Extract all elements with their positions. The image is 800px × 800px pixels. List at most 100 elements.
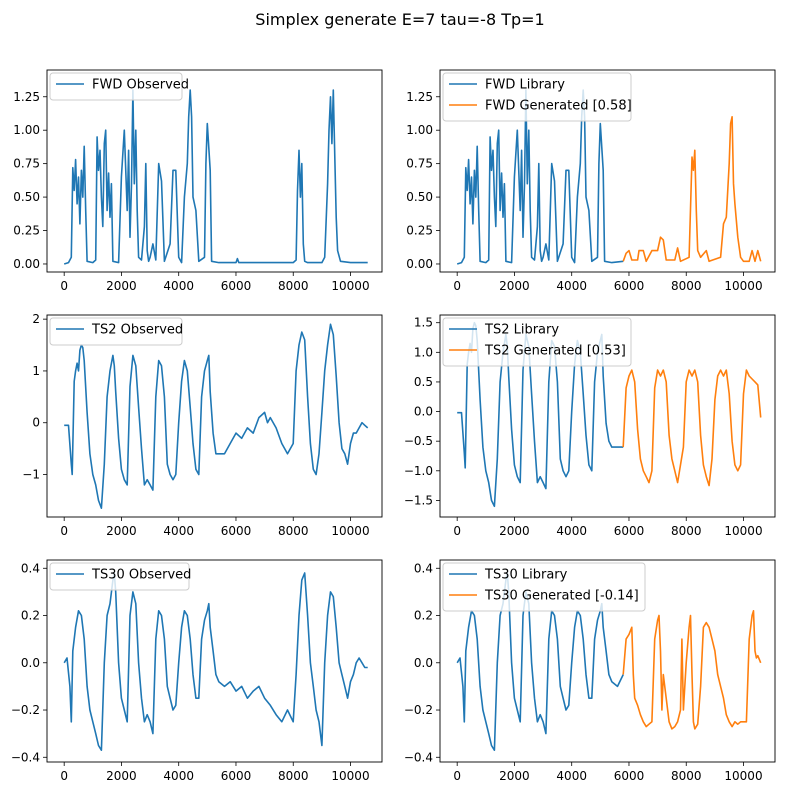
- x-tick-label: 10000: [331, 524, 369, 538]
- y-tick-label: 0.0: [414, 656, 433, 670]
- y-tick-label: 1.0: [414, 345, 433, 359]
- subplot-6: 0 2000 4000 6000 8000 10000 −0.4 −0.2 0.0 0.2 0.4 T…: [404, 559, 776, 783]
- y-tick-label: −1.0: [404, 464, 433, 478]
- y-tick-label: 0.50: [406, 190, 433, 204]
- legend-label: TS30 Observed: [91, 568, 191, 583]
- x-tick-label: 8000: [278, 524, 309, 538]
- x-tick-label: 4000: [163, 524, 194, 538]
- y-tick-label: 0.75: [406, 157, 433, 171]
- y-tick-label: 0.5: [414, 375, 433, 389]
- y-tick-label: 0.50: [13, 190, 40, 204]
- legend-box: [49, 72, 183, 101]
- x-tick-label: 4000: [556, 524, 587, 538]
- x-tick-label: 2000: [499, 769, 530, 783]
- x-tick-label: 10000: [724, 769, 762, 783]
- x-tick-label: 6000: [614, 279, 645, 293]
- x-tick-label: 2000: [106, 769, 137, 783]
- series-line-1: [63, 89, 368, 265]
- x-tick-label: 6000: [614, 524, 645, 538]
- subplot-1: 0 2000 4000 6000 8000 10000 0.00 0.25 0.50 0.75 1.…: [13, 69, 383, 293]
- x-tick-label: 2000: [499, 279, 530, 293]
- x-tick-label: 0: [60, 524, 68, 538]
- x-tick-label: 0: [60, 279, 68, 293]
- y-tick-label: 0.2: [414, 609, 433, 623]
- legend-box: [49, 317, 183, 346]
- axes-frame: [46, 314, 383, 518]
- x-tick-label: 10000: [331, 279, 369, 293]
- x-tick-label: 8000: [671, 769, 702, 783]
- y-tick-label: −0.4: [404, 750, 433, 764]
- series-line-2: [622, 116, 762, 263]
- y-tick-label: 2: [32, 312, 40, 326]
- axes-frame: [46, 559, 383, 763]
- axes-frame: [46, 69, 383, 273]
- y-tick-label: 0.75: [13, 157, 40, 171]
- x-tick-label: 4000: [556, 769, 587, 783]
- legend: TS2 Library TS2 Generated [0.53]: [442, 317, 632, 367]
- x-tick-label: 0: [453, 279, 461, 293]
- subplot-5: 0 2000 4000 6000 8000 10000 −0.4 −0.2 0.0 0.2 0.4 T…: [11, 559, 383, 783]
- y-tick-label: 1: [32, 364, 40, 378]
- x-tick-label: 2000: [499, 524, 530, 538]
- y-tick-label: 0.4: [414, 561, 433, 575]
- x-tick-label: 6000: [221, 279, 252, 293]
- y-tick-label: 0.25: [13, 224, 40, 238]
- legend: TS30 Library TS30 Generated [-0.14]: [442, 562, 646, 612]
- legend-box: [49, 562, 190, 591]
- x-tick-label: 6000: [221, 769, 252, 783]
- series-line-2: [622, 610, 762, 730]
- x-tick-label: 0: [453, 524, 461, 538]
- subplot-4: 0 2000 4000 6000 8000 10000 −1.5 −1.0 −0.5 0.0 0.5…: [404, 314, 776, 538]
- y-tick-label: 0.4: [21, 561, 40, 575]
- legend-label: TS2 Generated [0.53]: [484, 344, 626, 359]
- y-tick-label: 0.0: [21, 656, 40, 670]
- legend-label: FWD Observed: [92, 78, 189, 93]
- y-tick-label: −1: [22, 468, 40, 482]
- x-tick-label: 0: [453, 769, 461, 783]
- figure-title: Simplex generate E=7 tau=-8 Tp=1: [255, 10, 545, 29]
- x-tick-label: 0: [60, 769, 68, 783]
- y-tick-label: 0: [32, 416, 40, 430]
- y-tick-label: 1.00: [406, 123, 433, 137]
- y-tick-label: 0.00: [13, 257, 40, 271]
- legend: TS2 Observed: [49, 317, 183, 346]
- legend-label: TS30 Library: [484, 568, 568, 583]
- x-tick-label: 10000: [331, 769, 369, 783]
- x-tick-label: 10000: [724, 524, 762, 538]
- x-tick-label: 6000: [221, 524, 252, 538]
- x-tick-label: 4000: [163, 769, 194, 783]
- x-tick-label: 8000: [671, 279, 702, 293]
- y-tick-label: 1.00: [13, 123, 40, 137]
- legend-box: [442, 72, 632, 122]
- axes-frame: [439, 559, 776, 763]
- legend-box: [442, 317, 632, 367]
- x-tick-label: 8000: [278, 279, 309, 293]
- legend-label: FWD Generated [0.58]: [485, 99, 632, 114]
- y-tick-label: 0.25: [406, 224, 433, 238]
- x-tick-label: 2000: [106, 279, 137, 293]
- x-tick-label: 4000: [556, 279, 587, 293]
- legend-label: TS2 Library: [484, 323, 559, 338]
- series-line-1: [63, 572, 368, 751]
- x-tick-label: 10000: [724, 279, 762, 293]
- y-tick-label: 1.25: [406, 90, 433, 104]
- series-line-2: [622, 369, 762, 487]
- legend-box: [442, 562, 646, 612]
- x-tick-label: 8000: [278, 769, 309, 783]
- legend-label: TS2 Observed: [91, 323, 183, 338]
- y-tick-label: 0.00: [406, 257, 433, 271]
- y-tick-label: −1.5: [404, 493, 433, 507]
- legend-label: FWD Library: [485, 78, 565, 93]
- axes-frame: [439, 314, 776, 518]
- y-tick-label: 1.25: [13, 90, 40, 104]
- series-line-1: [456, 572, 624, 751]
- y-tick-label: 1.5: [414, 316, 433, 330]
- subplot-2: 0 2000 4000 6000 8000 10000 0.00 0.25 0.50 0.75 1.…: [406, 69, 776, 293]
- legend: TS30 Observed: [49, 562, 191, 591]
- y-tick-label: −0.5: [404, 434, 433, 448]
- x-tick-label: 6000: [614, 769, 645, 783]
- y-tick-label: −0.2: [11, 703, 40, 717]
- y-tick-label: −0.2: [404, 703, 433, 717]
- y-tick-label: −0.4: [11, 750, 40, 764]
